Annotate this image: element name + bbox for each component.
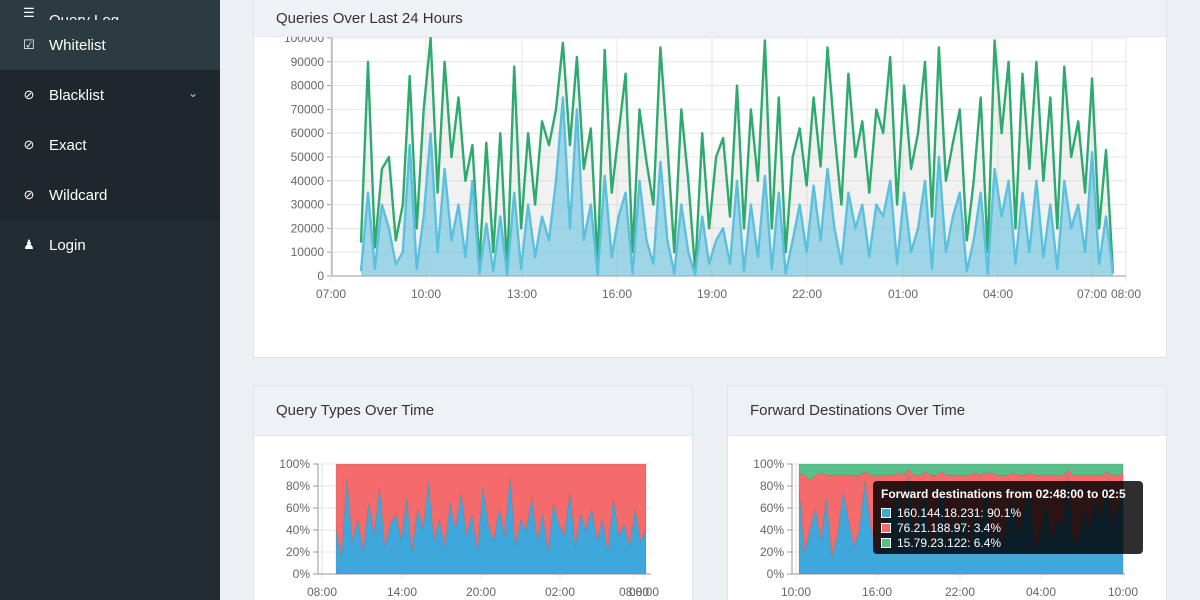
sidebar-item-label: Whitelist	[49, 36, 106, 54]
sidebar-item-blacklist[interactable]: ⊘ Blacklist ⌄	[0, 70, 220, 120]
y-tick-label: 100%	[753, 457, 784, 471]
sidebar-item-query-log[interactable]: ☰ Query Log	[0, 0, 220, 20]
x-tick-label: 07:00	[316, 287, 346, 301]
tooltip-title: Forward destinations from 02:48:00 to 02…	[881, 487, 1126, 501]
sidebar-item-exact[interactable]: ⊘ Exact	[0, 120, 220, 170]
y-tick-label: 10000	[291, 245, 325, 259]
x-tick-label: 10:00	[1108, 585, 1138, 599]
ban-icon: ⊘	[23, 187, 35, 202]
stacked-area-0	[335, 474, 647, 575]
x-tick-label: 10:00	[411, 287, 441, 301]
query-types-panel: Query Types Over Time 0% 20% 40% 60% 80% 100%…	[253, 385, 693, 600]
y-tick-label: 40%	[760, 523, 784, 537]
x-tick-label: 07:00	[1077, 287, 1107, 301]
user-icon: ♟	[23, 237, 35, 252]
sidebar-item-login[interactable]: ♟ Login	[0, 220, 220, 270]
chevron-down-icon: ⌄	[187, 86, 198, 100]
sidebar: ☰ Query Log ☑ Whitelist ⊘ Blacklist ⌄ ⊘ …	[0, 0, 220, 600]
y-tick-label: 20000	[291, 221, 325, 235]
y-tick-label: 80%	[760, 479, 784, 493]
sidebar-item-whitelist[interactable]: ☑ Whitelist	[0, 20, 220, 70]
y-tick-label: 20%	[760, 545, 784, 559]
sidebar-item-label: Login	[49, 236, 86, 254]
y-tick-label: 30000	[291, 198, 325, 212]
x-tick-label: 08:00	[1111, 287, 1141, 301]
series-line-green	[359, 36, 1115, 274]
x-tick-label: 20:00	[466, 585, 496, 599]
x-tick-label: 10:00	[781, 585, 811, 599]
tooltip-row-label: 76.21.188.97: 3.4%	[897, 520, 1002, 535]
forward-destinations-panel-title: Forward Destinations Over Time	[728, 386, 1166, 436]
sidebar-item-label: Exact	[49, 136, 87, 154]
tooltip-swatch	[881, 522, 891, 533]
y-tick-label: 50000	[291, 150, 325, 164]
x-tick-label: 19:00	[697, 287, 727, 301]
y-tick-label: 80000	[291, 79, 325, 93]
stacked-area-2	[798, 463, 1124, 481]
query-types-panel-title: Query Types Over Time	[254, 386, 692, 436]
stacked-area-1	[335, 463, 647, 558]
tooltip-swatch	[881, 537, 891, 548]
tooltip-row: 15.79.23.122: 6.4%	[881, 535, 1135, 550]
x-tick-label: 14:00	[387, 585, 417, 599]
x-tick-label: 01:00	[888, 287, 918, 301]
chart-tooltip: Forward destinations from 02:48:00 to 02…	[873, 481, 1143, 554]
y-tick-label: 90000	[291, 55, 325, 69]
y-tick-label: 60%	[286, 501, 310, 515]
sidebar-item-label: Blacklist	[49, 86, 105, 104]
list-icon: ☰	[23, 5, 35, 20]
checkbox-icon: ☑	[23, 37, 35, 52]
ban-icon: ⊘	[23, 137, 35, 152]
y-tick-label: 70000	[291, 102, 325, 116]
x-tick-label: 13:00	[507, 287, 537, 301]
y-tick-label: 40000	[291, 174, 325, 188]
tooltip-row: 76.21.188.97: 3.4%	[881, 520, 1135, 535]
y-tick-label: 60000	[291, 126, 325, 140]
x-tick-label: 16:00	[862, 585, 892, 599]
series-line-blue	[359, 96, 1115, 276]
y-tick-label: 0	[317, 269, 324, 283]
sidebar-item-label: Wildcard	[49, 186, 108, 204]
tooltip-row-label: 160.144.18.231: 90.1%	[897, 505, 1022, 520]
queries-panel: Queries Over Last 24 Hours 0 10000 20000 30…	[253, 0, 1167, 358]
sidebar-item-label: Query Log	[49, 12, 119, 20]
y-tick-label: 80%	[286, 479, 310, 493]
y-tick-label: 0%	[293, 567, 311, 581]
x-tick-label: 04:00	[983, 287, 1013, 301]
tooltip-row-label: 15.79.23.122: 6.4%	[897, 535, 1002, 550]
x-tick-label: 04:00	[1026, 585, 1056, 599]
x-tick-label: 22:00	[945, 585, 975, 599]
query-types-chart[interactable]: 0% 20% 40% 60% 80% 100% 08:00 14:00 20:00 02:00 08…	[254, 436, 692, 600]
y-tick-label: 100000	[284, 37, 324, 45]
tooltip-row: 160.144.18.231: 90.1%	[881, 505, 1135, 520]
x-tick-label: 08:00	[619, 585, 649, 599]
queries-chart[interactable]: 0 10000 20000 30000 40000 50000 60000 70000 8000…	[254, 31, 1166, 357]
y-tick-label: 0%	[767, 567, 785, 581]
sidebar-item-wildcard[interactable]: ⊘ Wildcard	[0, 170, 220, 220]
y-tick-label: 60%	[760, 501, 784, 515]
y-tick-label: 40%	[286, 523, 310, 537]
x-tick-label: 08:00	[629, 585, 659, 599]
x-tick-label: 08:00	[307, 585, 337, 599]
tooltip-swatch	[881, 507, 891, 518]
y-tick-label: 100%	[279, 457, 310, 471]
x-tick-label: 02:00	[545, 585, 575, 599]
x-tick-label: 22:00	[792, 287, 822, 301]
queries-panel-title: Queries Over Last 24 Hours	[254, 0, 1166, 37]
x-tick-label: 16:00	[602, 287, 632, 301]
ban-icon: ⊘	[23, 87, 35, 102]
y-tick-label: 20%	[286, 545, 310, 559]
